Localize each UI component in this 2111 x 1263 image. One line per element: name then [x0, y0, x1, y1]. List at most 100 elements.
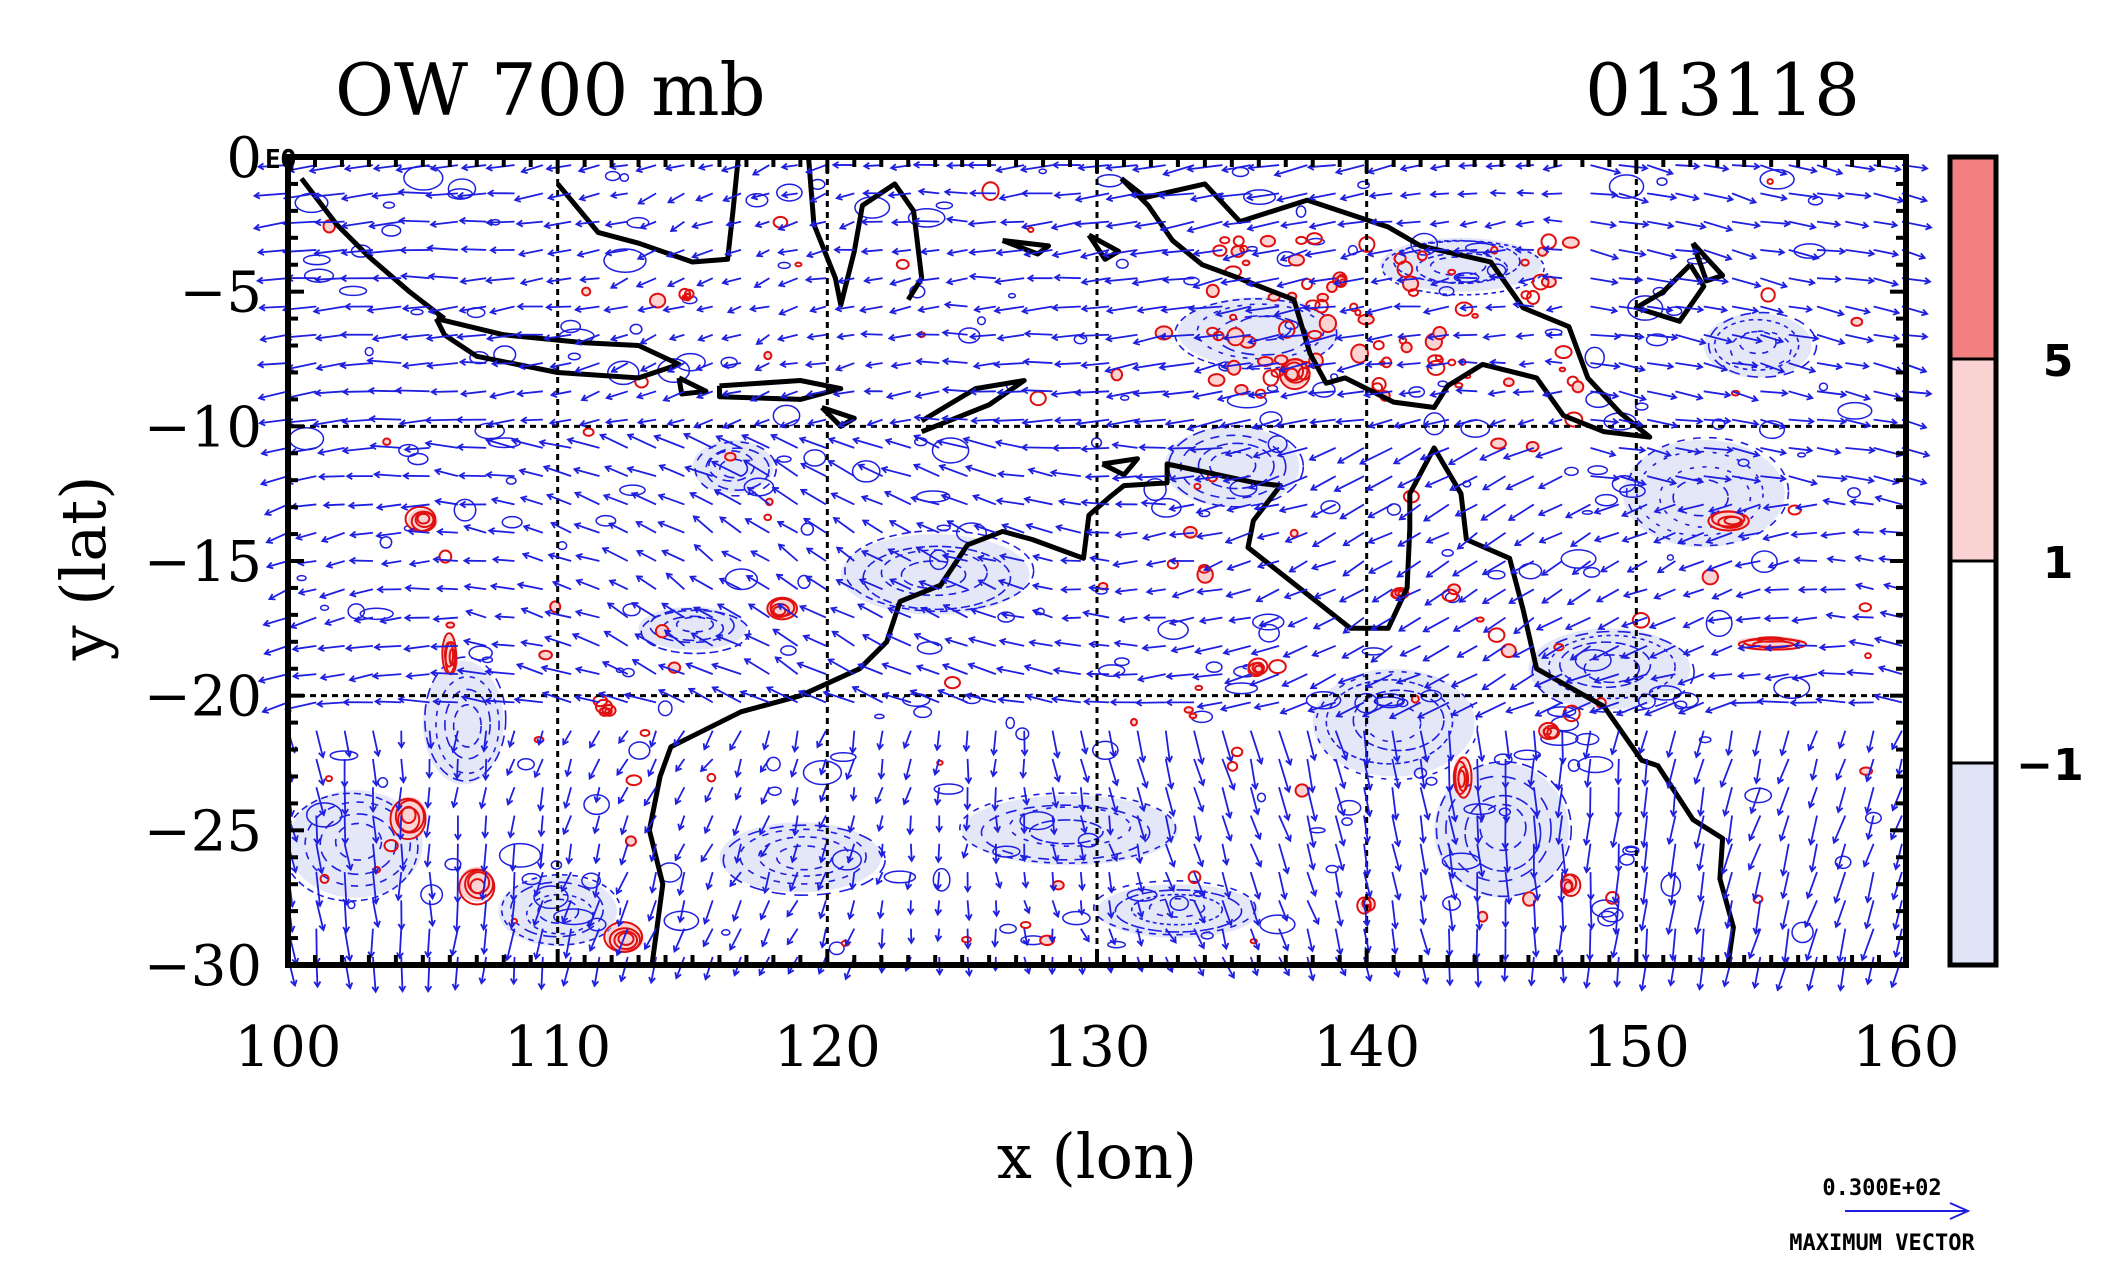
wind-vector — [343, 900, 348, 933]
wind-vector-head — [1806, 392, 1814, 401]
wind-vector-head — [1852, 528, 1860, 536]
wind-vector — [636, 550, 657, 562]
wind-vector-head — [462, 638, 471, 646]
wind-vector-head — [889, 278, 897, 287]
wind-vector-head — [1214, 309, 1223, 318]
wind-vector-head — [1225, 590, 1234, 599]
wind-vector — [1646, 447, 1671, 457]
wind-vector — [1646, 362, 1673, 368]
wind-vector-head — [1751, 395, 1760, 403]
wind-vector — [1055, 641, 1081, 647]
wind-vector-head — [398, 985, 407, 994]
wind-vector — [1311, 503, 1337, 518]
wind-vector — [836, 192, 855, 200]
wind-vector — [1543, 247, 1563, 251]
wind-vector — [1052, 697, 1081, 704]
wind-vector-head — [967, 636, 976, 644]
wind-vector-head — [561, 979, 569, 987]
wind-vector-head — [434, 497, 442, 506]
wind-vector — [1371, 277, 1393, 284]
wind-vector — [377, 503, 402, 509]
wind-vector-head — [887, 606, 895, 614]
wind-vector-head — [1425, 361, 1433, 370]
wind-vector — [966, 900, 971, 920]
wind-vector — [1106, 333, 1138, 341]
wind-vector — [1667, 758, 1677, 788]
wind-vector — [943, 554, 968, 562]
wind-vector — [1596, 588, 1620, 603]
wind-vector-head — [1168, 860, 1176, 868]
wind-vector-head — [1722, 809, 1730, 817]
wind-vector-head — [1109, 937, 1117, 946]
negative-ow-contour — [444, 688, 491, 760]
wind-vector — [1399, 390, 1421, 395]
wind-vector — [1024, 497, 1053, 506]
wind-vector-head — [779, 421, 787, 429]
wind-vector — [632, 602, 657, 619]
wind-vector — [1712, 588, 1733, 600]
y-tick-label: −25 — [144, 799, 262, 864]
wind-vector — [602, 661, 629, 675]
wind-vector-head — [884, 437, 893, 446]
wind-vector-head — [635, 549, 644, 557]
wind-vector — [1135, 220, 1166, 228]
wind-vector-head — [1028, 639, 1036, 647]
wind-vector — [1249, 900, 1259, 925]
wind-vector-head — [1255, 860, 1263, 868]
wind-vector — [534, 871, 544, 896]
wind-vector-head — [1366, 249, 1375, 258]
wind-vector-head — [318, 751, 326, 759]
wind-vector-head — [1225, 918, 1234, 927]
wind-vector — [506, 928, 516, 960]
wind-vector-head — [1751, 893, 1760, 901]
wind-vector — [703, 900, 714, 924]
wind-vector — [892, 249, 912, 253]
wind-vector-head — [1794, 503, 1803, 511]
wind-vector-head — [1055, 524, 1063, 532]
wind-vector-head — [963, 885, 972, 894]
wind-vector-head — [860, 218, 868, 226]
wind-vector-head — [609, 191, 618, 200]
wind-vector — [575, 362, 600, 373]
wind-vector-head — [1780, 891, 1788, 900]
negative-ow-contour — [1738, 330, 1777, 355]
positive-ow-contour — [1500, 643, 1517, 659]
wind-vector-head — [913, 413, 921, 422]
wind-vector-head — [397, 216, 406, 225]
wind-vector — [694, 606, 714, 619]
wind-vector — [1193, 928, 1205, 949]
wind-vector-head — [343, 164, 352, 173]
negative-ow-contour — [1493, 753, 1513, 766]
wind-vector-head — [1105, 306, 1114, 315]
wind-vector-head — [739, 689, 748, 698]
wind-vector — [1423, 616, 1450, 633]
wind-vector-head — [903, 773, 911, 781]
negative-ow-contour — [1625, 846, 1638, 853]
negative-ow-contour — [533, 885, 569, 910]
wind-vector-head — [941, 414, 949, 423]
wind-vector — [350, 588, 374, 596]
wind-vector-head — [1564, 623, 1573, 631]
positive-ow-contour — [1198, 563, 1211, 574]
negative-ow-contour — [501, 515, 523, 529]
wind-vector-head — [605, 392, 613, 401]
x-tick-label: 130 — [1044, 1015, 1151, 1080]
wind-vector-head — [1459, 220, 1467, 228]
wind-vector-head — [1074, 419, 1083, 428]
wind-vector-head — [1025, 522, 1034, 531]
wind-vector — [947, 164, 968, 167]
wind-vector — [1131, 249, 1166, 256]
wind-vector-head — [396, 952, 404, 960]
wind-vector — [429, 305, 459, 313]
wind-vector-head — [1225, 834, 1233, 842]
wind-vector-head — [1136, 675, 1145, 683]
wind-vector-head — [1682, 648, 1691, 656]
wind-vector-head — [649, 854, 657, 863]
wind-vector-head — [618, 974, 627, 983]
wind-vector-head — [1834, 448, 1842, 456]
wind-vector-head — [844, 939, 852, 947]
wind-vector — [1799, 588, 1818, 591]
wind-vector — [914, 633, 940, 647]
wind-vector-head — [1104, 366, 1112, 374]
wind-vector-head — [1252, 451, 1261, 459]
